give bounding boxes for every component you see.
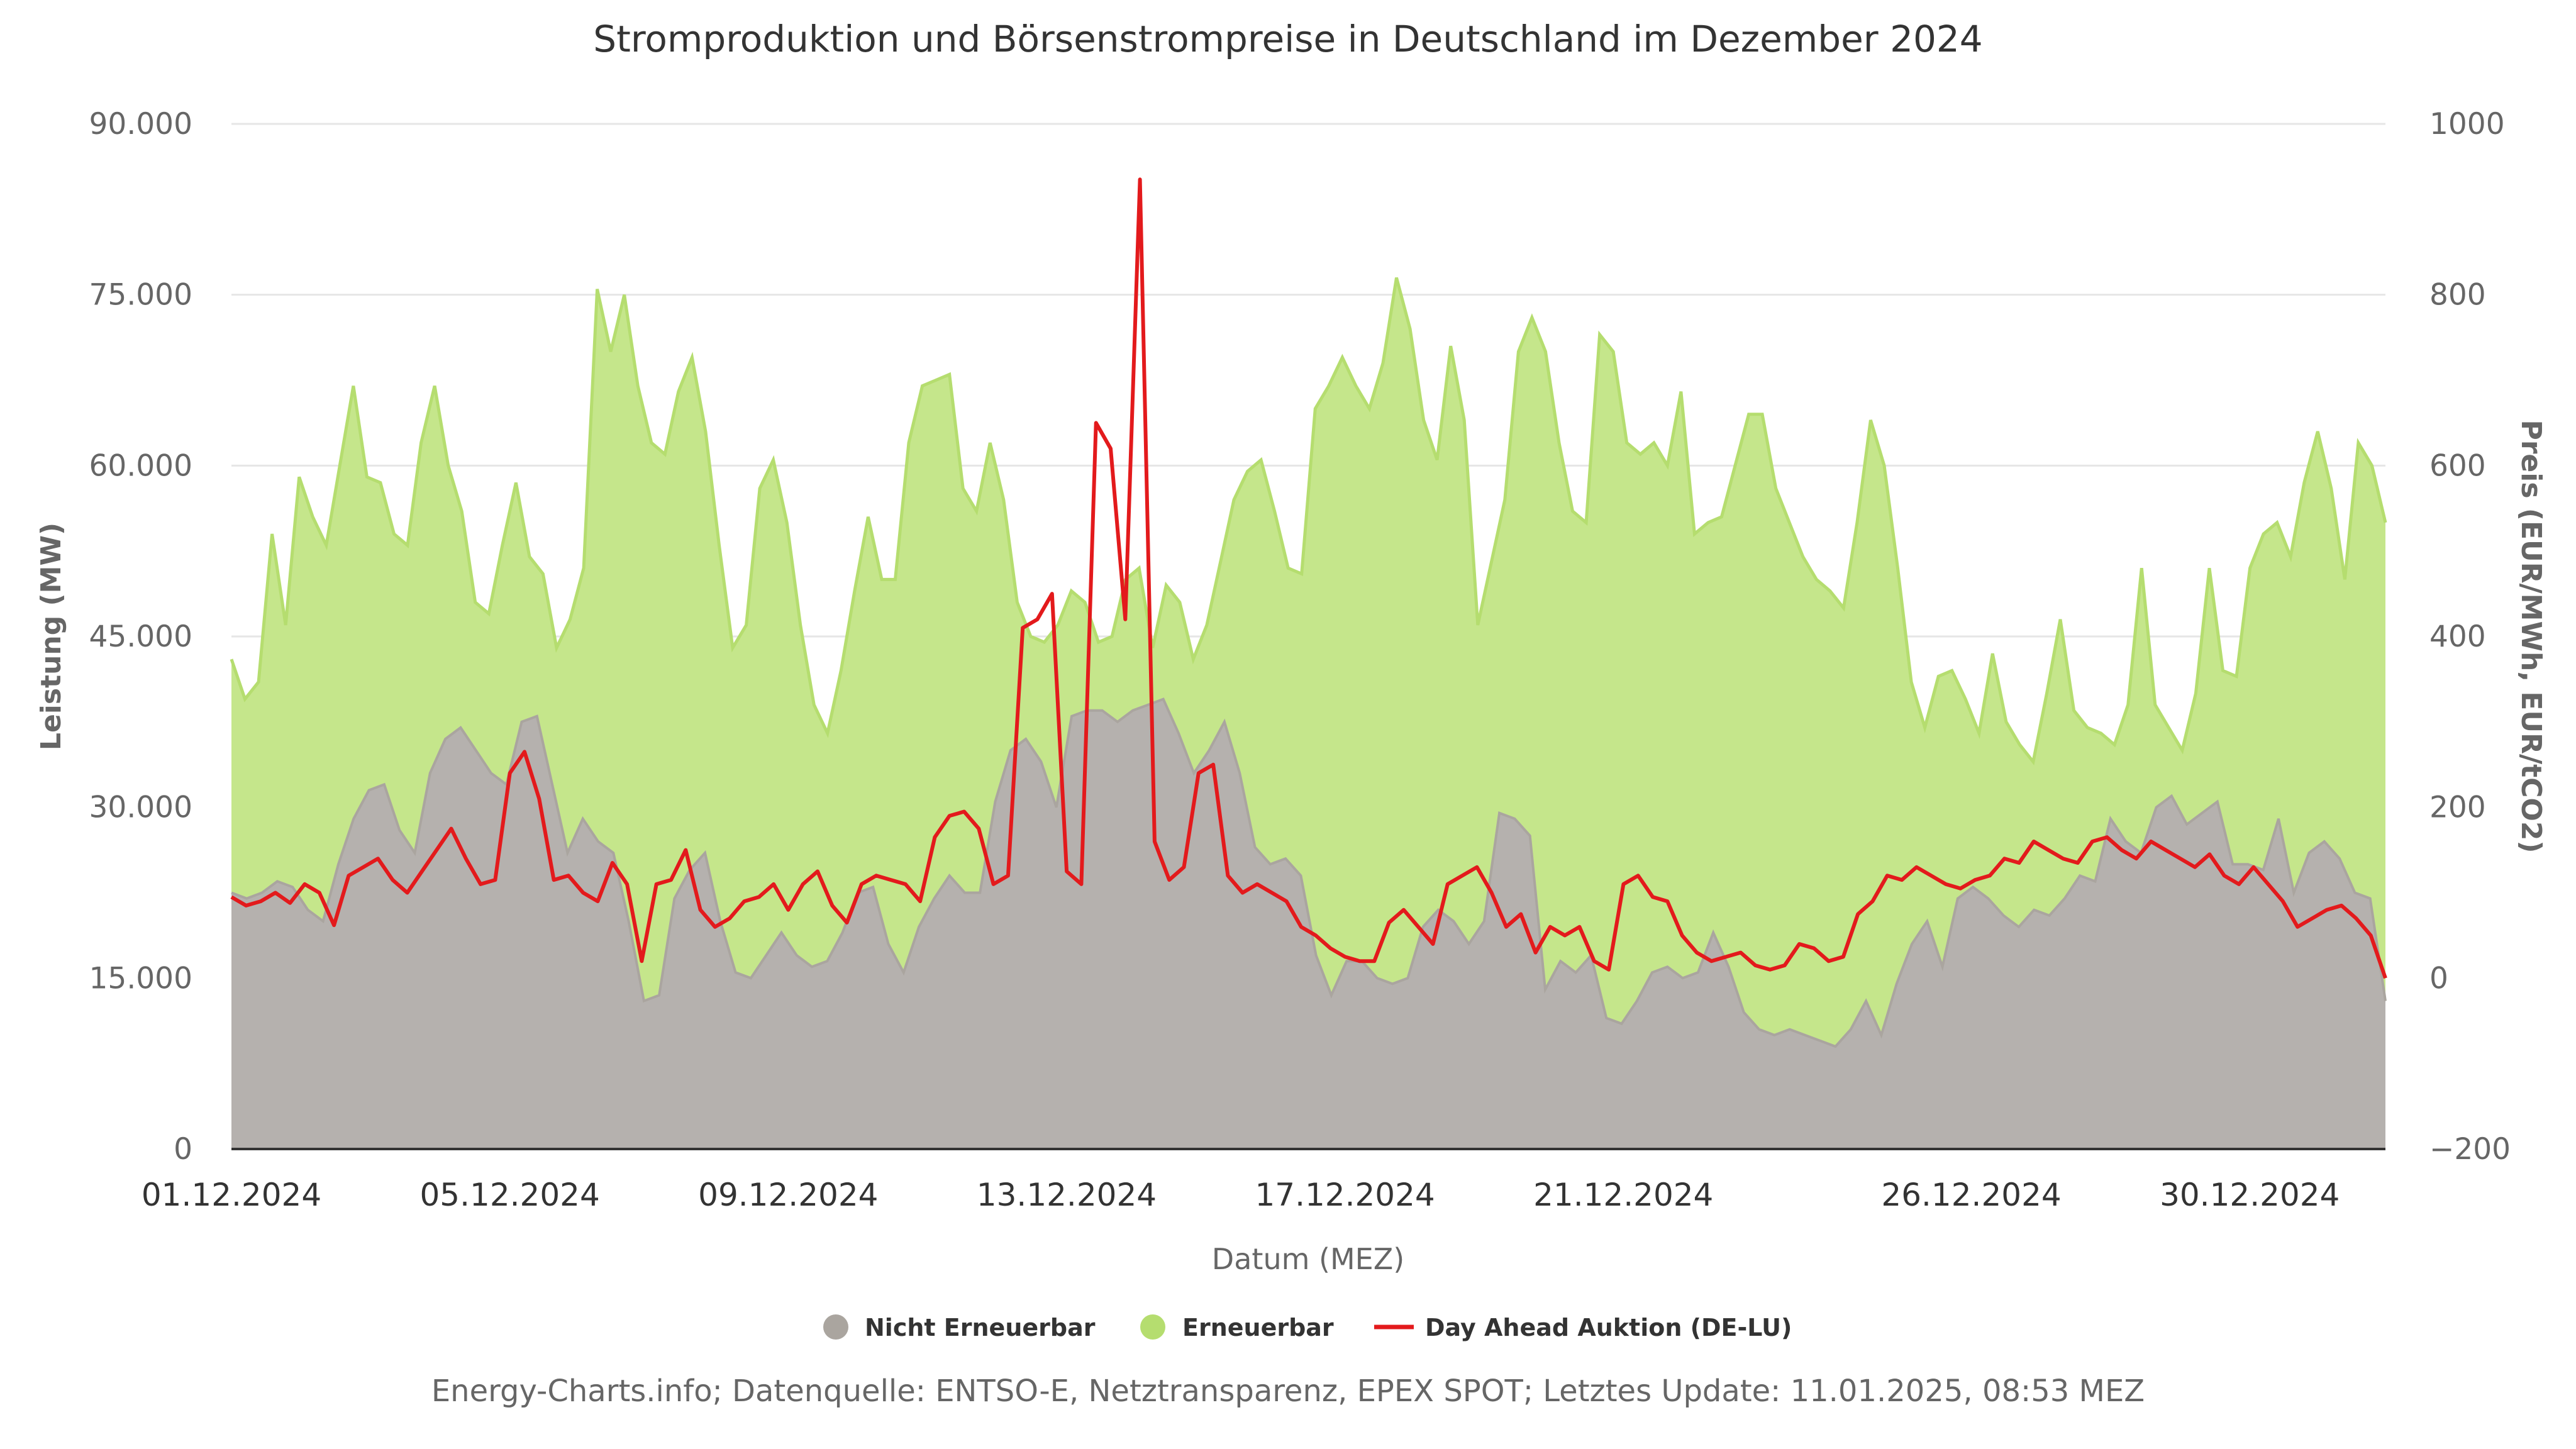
y2-tick-label: 1000 (2429, 107, 2505, 142)
chart-title: Stromproduktion und Börsenstrompreise in… (593, 18, 1982, 60)
legend-marker-green-circle-icon (1140, 1314, 1165, 1340)
y-tick-label: 60.000 (89, 448, 192, 483)
line-day-ahead-price (230, 177, 2387, 979)
area-nicht-erneuerbar (231, 699, 2385, 1149)
x-axis-label: Datum (MEZ) (1212, 1242, 1404, 1276)
legend-marker-gray-circle-icon (823, 1314, 848, 1340)
y-axis-right-label: Preis (EUR/MWh, EUR/tCO2) (2515, 419, 2547, 853)
line-erneuerbar-top (230, 277, 2387, 765)
y2-tick-label: 600 (2429, 448, 2486, 483)
legend-item-nicht-erneuerbar[interactable]: Nicht Erneuerbar (823, 1314, 1096, 1341)
plot-area (230, 177, 2387, 1149)
y2-tick-label: 0 (2429, 961, 2448, 996)
legend-item-day-ahead[interactable]: Day Ahead Auktion (DE-LU) (1374, 1314, 1792, 1341)
y2-tick-label: 800 (2429, 278, 2486, 313)
x-tick-label: 05.12.2024 (420, 1177, 600, 1213)
y-tick-label: 0 (174, 1132, 192, 1167)
x-tick-label: 21.12.2024 (1533, 1177, 1713, 1213)
y-tick-label: 45.000 (89, 619, 192, 654)
y-tick-label: 75.000 (89, 278, 192, 313)
x-tick-label: 17.12.2024 (1255, 1177, 1435, 1213)
y2-tick-label: −200 (2429, 1132, 2511, 1167)
y-axis-left-ticks: 0 15.000 30.000 45.000 60.000 75.000 90.000 (89, 107, 192, 1167)
y-axis-right-ticks: −200 0 200 400 600 800 1000 (2429, 107, 2511, 1167)
y-tick-label: 15.000 (89, 961, 192, 996)
x-tick-label: 26.12.2024 (1881, 1177, 2061, 1213)
x-tick-label: 30.12.2024 (2160, 1177, 2340, 1213)
y-tick-label: 30.000 (89, 791, 192, 825)
x-tick-label: 09.12.2024 (698, 1177, 878, 1213)
legend-item-erneuerbar[interactable]: Erneuerbar (1140, 1314, 1334, 1341)
legend: Nicht Erneuerbar Erneuerbar Day Ahead Au… (823, 1314, 1792, 1341)
x-axis-ticks: 01.12.2024 05.12.2024 09.12.2024 13.12.2024… (142, 1177, 2340, 1213)
x-tick-label: 13.12.2024 (977, 1177, 1157, 1213)
legend-label: Nicht Erneuerbar (865, 1314, 1096, 1341)
line-nicht-erneuerbar-top (231, 697, 2387, 1048)
x-tick-label: 01.12.2024 (142, 1177, 321, 1213)
credits: Energy-Charts.info; Datenquelle: ENTSO-E… (431, 1374, 2145, 1409)
y-tick-label: 90.000 (89, 107, 192, 142)
area-erneuerbar (231, 277, 2385, 1149)
y2-tick-label: 200 (2429, 791, 2486, 825)
y2-tick-label: 400 (2429, 619, 2486, 654)
legend-label: Day Ahead Auktion (DE-LU) (1425, 1314, 1792, 1341)
y-axis-left-label: Leistung (MW) (35, 523, 67, 750)
legend-label: Erneuerbar (1182, 1314, 1334, 1341)
